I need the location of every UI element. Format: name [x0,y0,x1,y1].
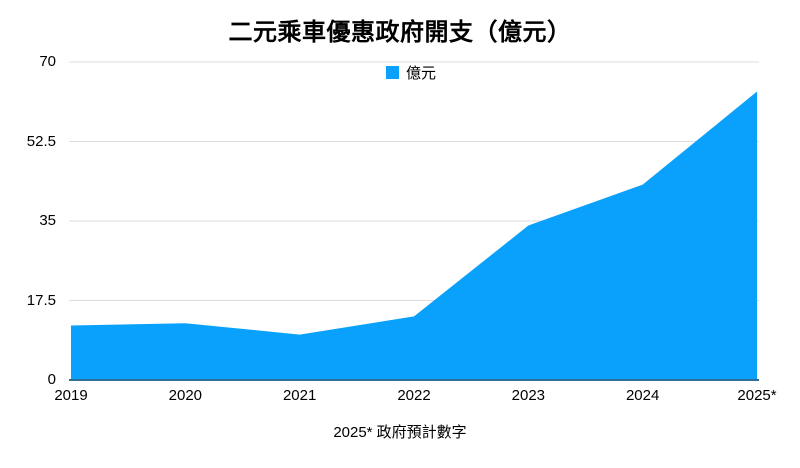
y-tick-label: 17.5 [26,291,56,309]
chart-footnote: 2025* 政府預計數字 [333,424,467,441]
x-tick-label: 2023 [511,387,546,404]
area-series [71,91,757,381]
x-tick-label: 2019 [54,387,88,404]
x-tick-label: 2025* [737,387,777,404]
y-tick-label: 35 [39,212,56,229]
y-tick-label: 52.5 [26,132,56,150]
legend-label: 億元 [405,65,437,82]
y-tick-label: 0 [47,371,56,388]
x-tick-label: 2021 [282,387,317,404]
y-tick-label: 70 [39,53,56,70]
x-tick-label: 2020 [168,387,203,404]
chart-legend: 億元 [385,62,437,83]
x-tick-label: 2022 [397,387,431,404]
chart-title: 二元乘車優惠政府開支（億元） [228,19,572,46]
legend-swatch-icon [385,66,399,79]
x-tick-label: 2024 [625,387,660,404]
